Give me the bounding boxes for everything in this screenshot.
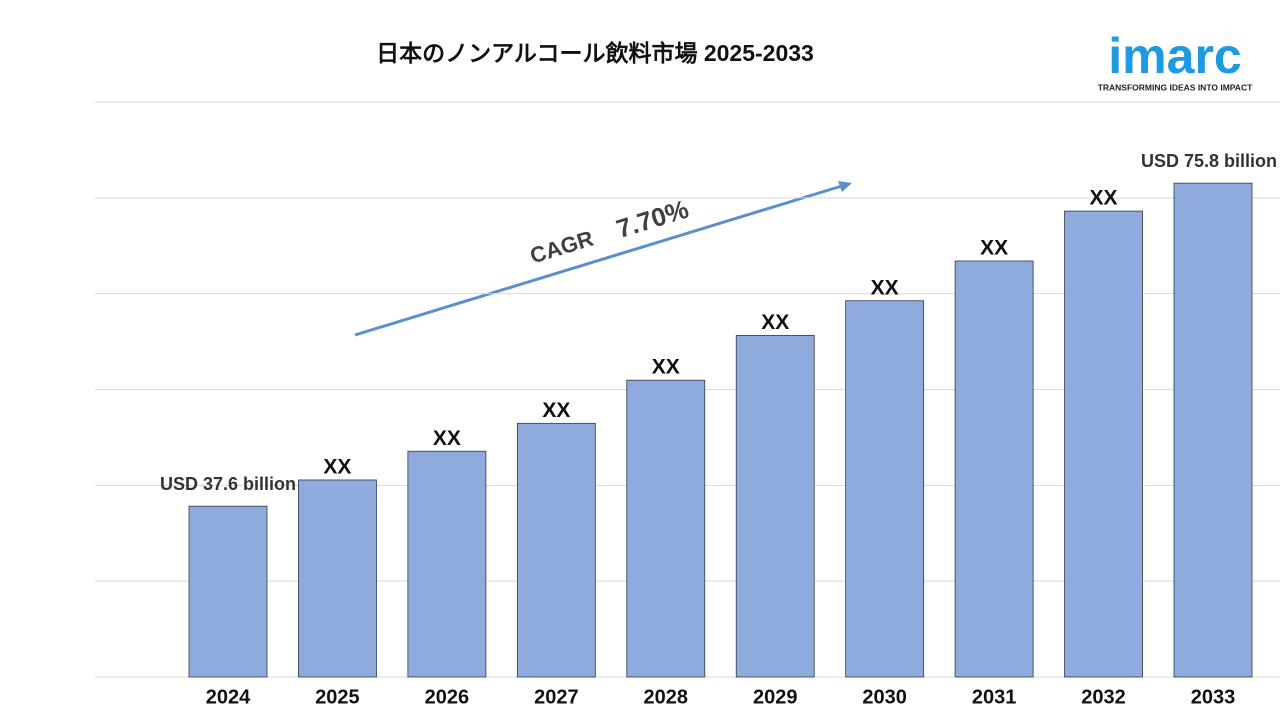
x-tick-label: 2031	[972, 686, 1017, 708]
chart-title: 日本のノンアルコール飲料市場 2025-2033	[376, 40, 814, 66]
x-tick-label: 2032	[1081, 686, 1126, 708]
data-label: XX	[980, 237, 1008, 260]
bar	[516, 422, 596, 678]
x-tick-label: 2024	[206, 686, 251, 708]
x-tick-label: 2026	[425, 686, 470, 708]
data-label: XX	[652, 356, 680, 379]
data-label: USD 37.6 billion	[160, 474, 296, 494]
data-label: XX	[761, 311, 789, 334]
bar	[407, 450, 487, 678]
bar	[954, 260, 1034, 678]
cagr-arrow-head	[838, 181, 852, 192]
x-tick-label: 2029	[753, 686, 798, 708]
bar	[1173, 182, 1253, 678]
data-label: XX	[323, 456, 351, 479]
logo-tagline: TRANSFORMING IDEAS INTO IMPACT	[1098, 82, 1253, 92]
x-tick-label: 2025	[315, 686, 360, 708]
data-label: XX	[433, 427, 461, 450]
bar	[188, 505, 268, 678]
bar	[845, 300, 925, 678]
x-tick-label: 2028	[644, 686, 689, 708]
bar	[298, 479, 377, 678]
x-tick-label: 2027	[534, 686, 579, 708]
bar	[1064, 210, 1143, 678]
data-label: USD 75.8 billion	[1141, 151, 1277, 171]
logo-name: imarc	[1108, 28, 1241, 84]
cagr-arrow	[354, 183, 846, 337]
bar	[626, 379, 706, 678]
x-tick-label: 2030	[862, 686, 907, 708]
data-label: XX	[1090, 187, 1118, 210]
bar	[735, 334, 815, 678]
cagr-label: CAGR	[527, 226, 596, 269]
cagr-annotation: CAGR 7.70%	[527, 194, 692, 269]
data-label: XX	[542, 399, 570, 422]
data-label: XX	[871, 276, 899, 299]
x-tick-label: 2033	[1191, 686, 1236, 708]
